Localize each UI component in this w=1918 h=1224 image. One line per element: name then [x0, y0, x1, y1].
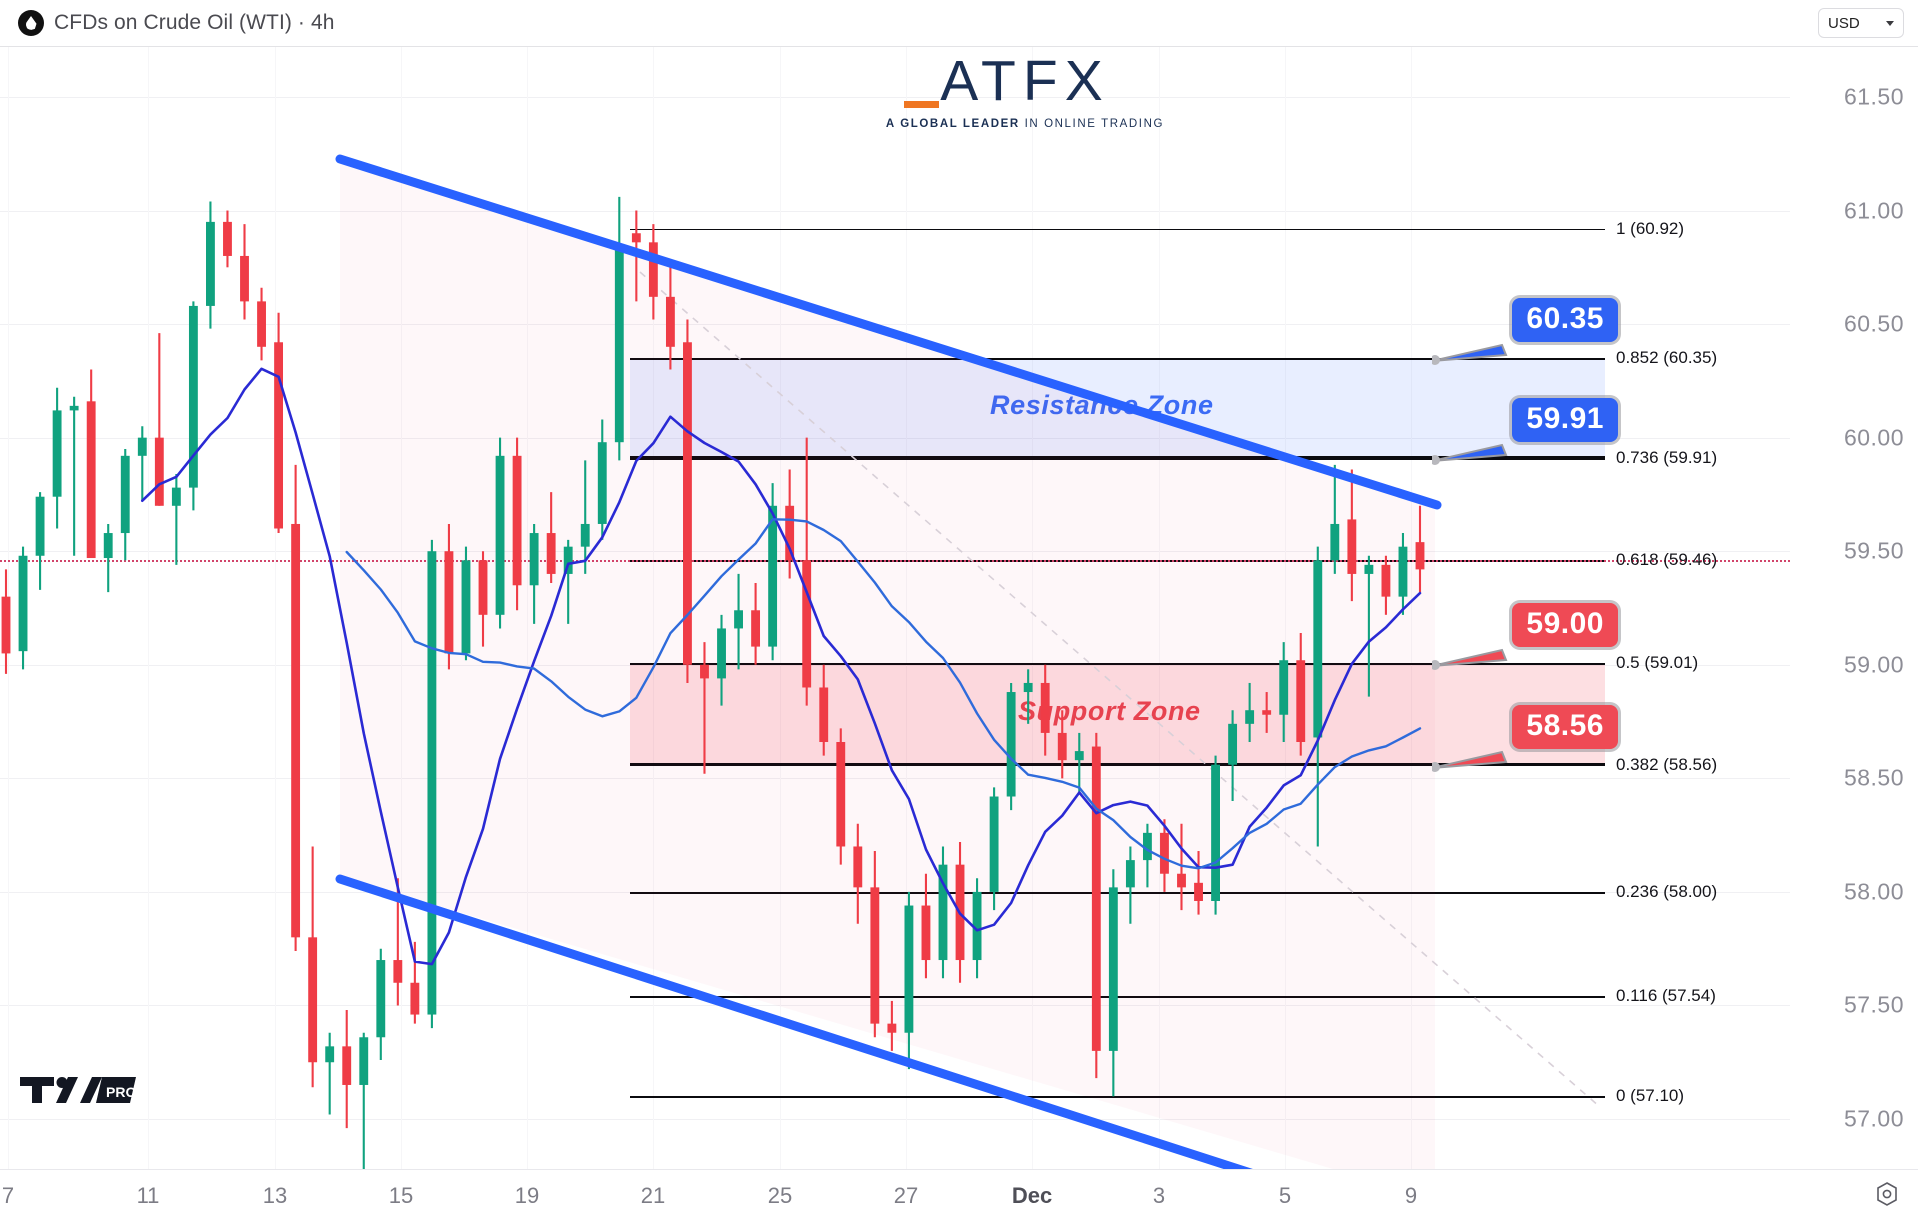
price-callouts: 60.35 59.91 59.00 58.56	[0, 47, 1918, 1169]
currency-selector[interactable]: USD	[1818, 8, 1904, 38]
atfx-tagline: A GLOBAL LEADER IN ONLINE TRADING	[885, 117, 1165, 130]
price-tick: 57.50	[1843, 991, 1904, 1018]
settings-gear-icon[interactable]	[1874, 1181, 1900, 1212]
time-tick: 13	[262, 1183, 288, 1208]
tradingview-logo[interactable]: PRO	[18, 1073, 140, 1107]
chart-header: CFDs on Crude Oil (WTI) · 4h USD	[0, 0, 1918, 47]
gridline	[0, 96, 1790, 98]
price-tick: 61.00	[1843, 197, 1904, 224]
currency-label: USD	[1828, 14, 1860, 32]
price-tick: 61.50	[1843, 83, 1904, 110]
atfx-accent-bar	[904, 101, 939, 108]
price-tick: 57.00	[1843, 1105, 1904, 1132]
time-tick: 19	[514, 1183, 540, 1208]
time-tick: 15	[388, 1183, 414, 1208]
price-tick: 58.50	[1843, 764, 1904, 791]
time-tick: 27	[893, 1183, 919, 1208]
price-tick: 59.00	[1843, 651, 1904, 678]
price-callout: 60.35	[1512, 298, 1618, 343]
time-tick: Dec	[1011, 1183, 1053, 1208]
price-callout: 59.00	[1512, 602, 1618, 647]
price-tick: 60.00	[1843, 424, 1904, 451]
time-tick: 9	[1404, 1183, 1418, 1208]
atfx-watermark: ATFX A GLOBAL LEADER IN ONLINE TRADING	[885, 49, 1165, 130]
price-axis[interactable]: 61.50 61.00 60.50 60.00 59.50 59.00 58.50 58.00…	[1790, 47, 1918, 1169]
price-callout: 59.91	[1512, 398, 1618, 443]
time-tick: 21	[640, 1183, 666, 1208]
callout-pointer	[1430, 443, 1632, 472]
time-tick: 5	[1278, 1183, 1292, 1208]
chevron-down-icon	[1886, 20, 1894, 26]
time-tick: 11	[136, 1183, 160, 1208]
symbol-title: CFDs on Crude Oil (WTI) · 4h	[54, 11, 335, 34]
atfx-logo-text: ATFX	[940, 49, 1110, 113]
price-tick: 60.50	[1843, 310, 1904, 337]
time-tick: 25	[767, 1183, 793, 1208]
time-tick: 3	[1152, 1183, 1166, 1208]
price-tick: 59.50	[1843, 537, 1904, 564]
time-tick: 7	[1, 1183, 15, 1208]
price-callout: 58.56	[1512, 704, 1618, 749]
oil-drop-icon	[18, 10, 44, 36]
callout-pointer	[1430, 648, 1632, 677]
callout-pointer	[1430, 750, 1632, 779]
callout-pointer	[1430, 343, 1632, 372]
price-tick: 58.00	[1843, 878, 1904, 905]
svg-text:PRO: PRO	[106, 1084, 136, 1100]
time-axis[interactable]: 7 11 13 15 19 21 25 27 Dec 3 5 9	[0, 1169, 1918, 1224]
